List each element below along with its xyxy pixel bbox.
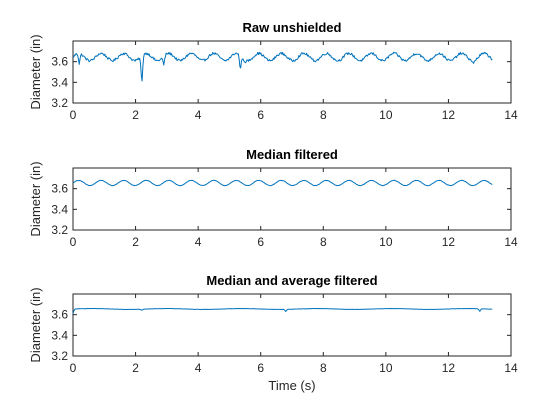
x-tick-label: 14 bbox=[504, 235, 518, 249]
x-tick-label: 4 bbox=[195, 361, 202, 375]
series-line bbox=[72, 307, 493, 314]
chart-title: Raw unshielded bbox=[243, 20, 342, 35]
axes-box bbox=[72, 40, 512, 104]
x-tick-label: 10 bbox=[379, 235, 393, 249]
y-axis-label: Diameter (in) bbox=[28, 34, 43, 109]
x-tick-label: 12 bbox=[442, 361, 456, 375]
y-tick-label: 3.6 bbox=[51, 55, 68, 69]
series-line bbox=[72, 179, 493, 187]
axes-box bbox=[72, 167, 512, 231]
x-tick-label: 10 bbox=[379, 361, 393, 375]
x-tick-label: 0 bbox=[70, 235, 77, 249]
axes-box bbox=[72, 293, 512, 357]
y-tick-label: 3.4 bbox=[51, 202, 68, 216]
y-axis-label: Diameter (in) bbox=[28, 287, 43, 362]
y-tick-label: 3.2 bbox=[51, 349, 68, 363]
y-tick-label: 3.6 bbox=[51, 182, 68, 196]
x-tick-label: 8 bbox=[320, 361, 327, 375]
y-tick-label: 3.2 bbox=[51, 223, 68, 237]
x-tick-label: 2 bbox=[132, 361, 139, 375]
x-tick-label: 4 bbox=[195, 108, 202, 122]
x-tick-label: 12 bbox=[442, 108, 456, 122]
subplot-2: 0 2 4 6 8 10 12 14 3.2 3.4 3.6 Median filtered Diame… bbox=[28, 147, 518, 249]
y-axis-label: Diameter (in) bbox=[28, 161, 43, 236]
x-tick-label: 8 bbox=[320, 108, 327, 122]
y-tick-label: 3.4 bbox=[51, 328, 68, 342]
subplot-1: 0 2 4 6 8 10 12 14 3.2 3.4 3.6 Raw unshielded Diamet… bbox=[28, 20, 518, 122]
series-line bbox=[72, 51, 493, 82]
chart-title: Median filtered bbox=[246, 147, 338, 162]
x-tick-label: 12 bbox=[442, 235, 456, 249]
x-tick-label: 4 bbox=[195, 235, 202, 249]
x-tick-label: 6 bbox=[257, 361, 264, 375]
x-axis-label: Time (s) bbox=[268, 378, 315, 393]
y-tick-label: 3.6 bbox=[51, 308, 68, 322]
chart-title: Median and average filtered bbox=[206, 273, 377, 288]
y-tick-label: 3.4 bbox=[51, 75, 68, 89]
x-tick-label: 6 bbox=[257, 108, 264, 122]
x-tick-label: 0 bbox=[70, 361, 77, 375]
x-tick-label: 2 bbox=[132, 235, 139, 249]
x-tick-label: 14 bbox=[504, 361, 518, 375]
x-tick-label: 8 bbox=[320, 235, 327, 249]
subplot-3: 0 2 4 6 8 10 12 14 3.2 3.4 3.6 Median and average f… bbox=[28, 273, 518, 393]
x-tick-label: 14 bbox=[504, 108, 518, 122]
x-tick-label: 2 bbox=[132, 108, 139, 122]
x-tick-label: 10 bbox=[379, 108, 393, 122]
y-tick-label: 3.2 bbox=[51, 96, 68, 110]
x-tick-label: 0 bbox=[70, 108, 77, 122]
x-tick-label: 6 bbox=[257, 235, 264, 249]
